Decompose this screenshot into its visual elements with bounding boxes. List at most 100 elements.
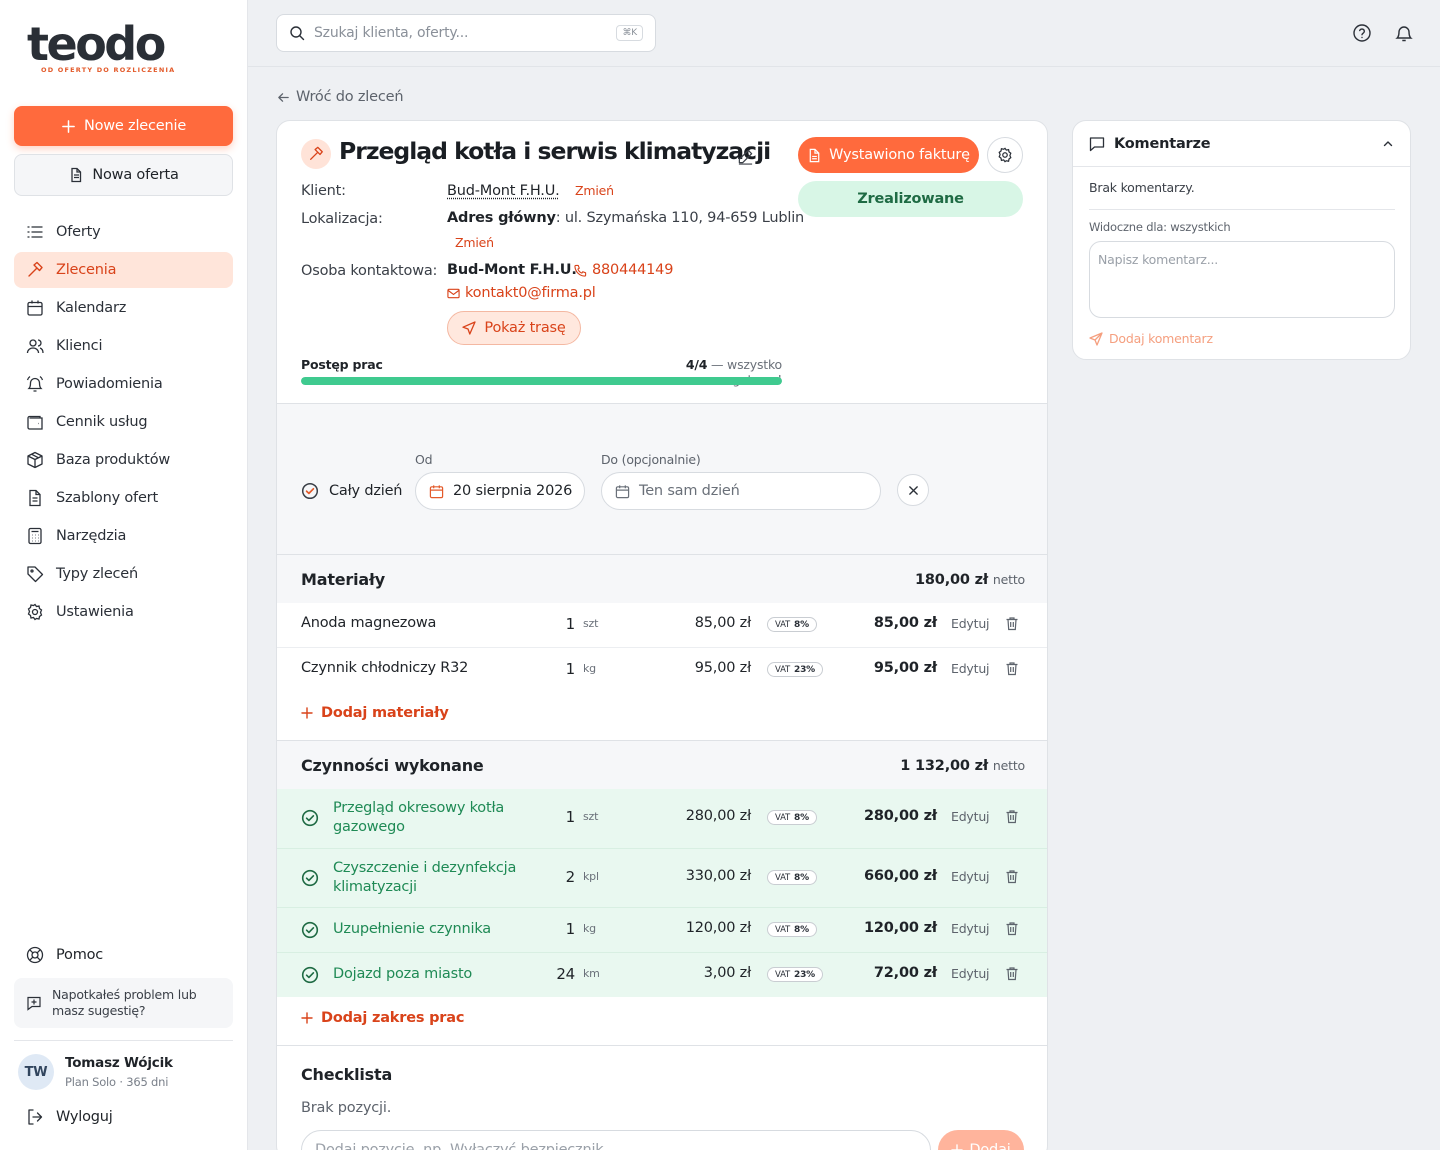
logout-icon	[26, 1108, 44, 1126]
vat-badge: VAT 8%	[767, 617, 817, 632]
edit-button[interactable]: Edytuj	[951, 966, 989, 981]
pencil-icon[interactable]	[737, 148, 754, 165]
check-circle-icon[interactable]	[301, 869, 319, 887]
trash-icon[interactable]	[1005, 809, 1019, 824]
item-name: Czynnik chłodniczy R32	[301, 660, 468, 676]
vat-rate: 8%	[794, 873, 809, 883]
page-title: Przegląd kotła i serwis klimatyzacji	[339, 137, 770, 165]
user-name: Tomasz Wójcik	[65, 1055, 173, 1071]
new-offer-button[interactable]: Nowa oferta	[14, 154, 233, 196]
plus-icon	[301, 707, 313, 719]
order-card: Przegląd kotła i serwis klimatyzacji Wys…	[276, 120, 1048, 1150]
nav-item-cennik[interactable]: Cennik usług	[14, 404, 233, 440]
logout-button[interactable]: Wyloguj	[26, 1108, 113, 1126]
add-comment-button[interactable]: Dodaj komentarz	[1089, 331, 1213, 346]
new-order-button[interactable]: Nowe zlecenie	[14, 106, 233, 146]
search-input[interactable]: Szukaj klienta, oferty... ⌘K	[276, 14, 656, 52]
help-link[interactable]: Pomoc	[26, 946, 103, 964]
nav-item-kalendarz[interactable]: Kalendarz	[14, 290, 233, 326]
edit-button[interactable]: Edytuj	[951, 809, 989, 824]
checklist-empty: Brak pozycji.	[301, 1100, 391, 1116]
file-icon	[26, 489, 44, 507]
check-circle-icon[interactable]	[301, 809, 319, 827]
services-total-value: 1 132,00 zł	[900, 758, 988, 774]
item-unit: kg	[583, 922, 596, 935]
trash-icon[interactable]	[1005, 921, 1019, 936]
mail-icon	[447, 287, 460, 300]
materials-title: Materiały	[301, 570, 385, 589]
comments-panel: Komentarze Brak komentarzy. Widoczne dla…	[1072, 120, 1411, 360]
calendar-icon	[615, 484, 630, 499]
route-button[interactable]: Pokaż trasę	[447, 311, 581, 345]
comment-textarea[interactable]: Napisz komentarz...	[1089, 241, 1395, 318]
email-link[interactable]: kontakt0@firma.pl	[447, 285, 596, 301]
user-profile[interactable]: TW Tomasz Wójcik Plan Solo · 365 dni	[18, 1054, 173, 1090]
vat-badge: VAT 8%	[767, 922, 817, 937]
vat-badge: VAT 23%	[767, 662, 823, 677]
nav-item-szablony[interactable]: Szablony ofert	[14, 480, 233, 516]
users-icon	[26, 337, 44, 355]
trash-icon[interactable]	[1005, 661, 1019, 676]
table-row: Uzupełnienie czynnika 1 kg 120,00 zł VAT…	[277, 908, 1048, 952]
checklist-add-button[interactable]: Dodaj	[938, 1130, 1024, 1150]
phone-number: 880444149	[592, 262, 673, 278]
nav-item-narzedzia[interactable]: Narzędzia	[14, 518, 233, 554]
vat-prefix: VAT	[775, 873, 790, 883]
item-qty: 1	[517, 615, 575, 633]
nav-item-produkty[interactable]: Baza produktów	[14, 442, 233, 478]
invoice-label: Wystawiono fakturę	[829, 147, 970, 163]
trash-icon[interactable]	[1005, 616, 1019, 631]
vat-rate: 8%	[794, 813, 809, 823]
nav-item-powiadomienia[interactable]: Powiadomienia	[14, 366, 233, 402]
edit-button[interactable]: Edytuj	[951, 921, 989, 936]
checklist-input[interactable]: Dodaj pozycję, np. Wyłączyć bezpiecznik	[301, 1130, 931, 1150]
add-services-button[interactable]: Dodaj zakres prac	[301, 1010, 464, 1026]
back-link[interactable]: Wróć do zleceń	[277, 89, 403, 105]
progress-bar	[301, 377, 782, 385]
search-icon	[289, 25, 305, 41]
clear-dates-button[interactable]	[897, 474, 929, 506]
comments-header[interactable]: Komentarze	[1073, 121, 1410, 167]
check-circle-icon[interactable]	[301, 921, 319, 939]
trash-icon[interactable]	[1005, 966, 1019, 981]
trash-icon[interactable]	[1005, 869, 1019, 884]
check-circle-icon[interactable]	[301, 966, 319, 984]
add-materials-label: Dodaj materiały	[321, 705, 449, 721]
from-date-input[interactable]: 20 sierpnia 2026	[415, 472, 585, 510]
plus-icon	[301, 1012, 313, 1024]
nav-item-zlecenia[interactable]: Zlecenia	[14, 252, 233, 288]
comments-visibility: Widoczne dla: wszystkich	[1089, 220, 1231, 234]
materials-net-label: netto	[993, 572, 1025, 587]
edit-button[interactable]: Edytuj	[951, 616, 989, 631]
order-settings-button[interactable]	[987, 137, 1023, 173]
item-price: 85,00 zł	[677, 615, 751, 631]
nav-item-oferty[interactable]: Oferty	[14, 214, 233, 250]
add-materials-button[interactable]: Dodaj materiały	[301, 705, 449, 721]
nav-item-ustawienia[interactable]: Ustawienia	[14, 594, 233, 630]
to-date-placeholder: Ten sam dzień	[639, 483, 740, 499]
phone-link[interactable]: 880444149	[574, 262, 673, 278]
item-name: Przegląd okresowy kotła gazowego	[333, 799, 523, 837]
brand-logo[interactable]: teodo OD OFERTY DO ROZLICZENIA	[27, 20, 187, 78]
list-icon	[26, 223, 44, 241]
bell-icon[interactable]	[1394, 23, 1414, 43]
invoice-button[interactable]: Wystawiono fakturę	[798, 137, 979, 173]
services-total: 1 132,00 zł netto	[900, 758, 1025, 774]
change-location-link[interactable]: Zmień	[455, 235, 494, 250]
help-circle-icon[interactable]	[1352, 23, 1372, 43]
chevron-up-icon[interactable]	[1382, 138, 1394, 150]
nav-item-typy[interactable]: Typy zleceń	[14, 556, 233, 592]
edit-button[interactable]: Edytuj	[951, 869, 989, 884]
plus-icon	[951, 1144, 963, 1150]
all-day-toggle[interactable]: Cały dzień	[301, 482, 402, 500]
to-date-input[interactable]: Ten sam dzień	[601, 472, 881, 510]
edit-button[interactable]: Edytuj	[951, 661, 989, 676]
vat-rate: 8%	[794, 925, 809, 935]
client-name[interactable]: Bud-Mont F.H.U.	[447, 183, 560, 199]
status-badge[interactable]: Zrealizowane	[798, 181, 1023, 217]
change-client-link[interactable]: Zmień	[575, 183, 614, 198]
item-name: Uzupełnienie czynnika	[333, 920, 491, 939]
nav-item-klienci[interactable]: Klienci	[14, 328, 233, 364]
feedback-button[interactable]: Napotkałeś problem lub masz sugestię?	[14, 978, 233, 1028]
logo-tagline: OD OFERTY DO ROZLICZENIA	[27, 66, 187, 74]
